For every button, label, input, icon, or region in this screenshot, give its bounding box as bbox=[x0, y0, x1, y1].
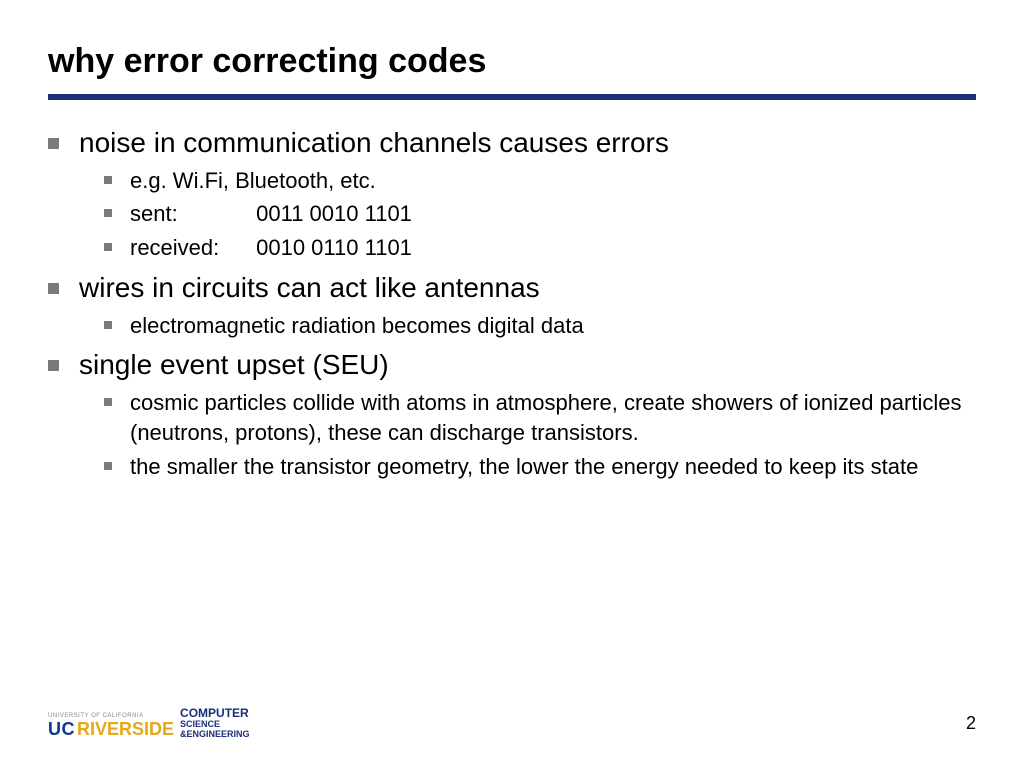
bullet-lv2: e.g. Wi.Fi, Bluetooth, etc. bbox=[104, 166, 976, 196]
dept-science: SCIENCE bbox=[180, 719, 220, 729]
brand-riverside: RIVERSIDE bbox=[77, 719, 174, 739]
kv-value: 0011 0010 1101 bbox=[256, 199, 412, 229]
square-bullet-icon bbox=[104, 176, 112, 184]
bullet-text: received: 0010 0110 1101 bbox=[130, 233, 412, 263]
brand-uc: UC bbox=[48, 719, 75, 739]
brand-logo: UNIVERSITY OF CALIFORNIA UCRIVERSIDE bbox=[48, 713, 174, 740]
bullet-lv2: received: 0010 0110 1101 bbox=[104, 233, 976, 263]
slide-content: noise in communication channels causes e… bbox=[48, 118, 976, 485]
bullet-text: electromagnetic radiation becomes digita… bbox=[130, 311, 584, 341]
brand-block: UNIVERSITY OF CALIFORNIA UCRIVERSIDE COM… bbox=[48, 707, 250, 740]
bullet-text: the smaller the transistor geometry, the… bbox=[130, 452, 918, 482]
kv-label: received: bbox=[130, 233, 250, 263]
square-bullet-icon bbox=[104, 209, 112, 217]
square-bullet-icon bbox=[48, 360, 59, 371]
slide-title: why error correcting codes bbox=[48, 42, 486, 81]
square-bullet-icon bbox=[104, 243, 112, 251]
bullet-lv1: single event upset (SEU) bbox=[48, 346, 976, 384]
square-bullet-icon bbox=[104, 462, 112, 470]
bullet-lv2: electromagnetic radiation becomes digita… bbox=[104, 311, 976, 341]
dept-line2: SCIENCE &ENGINEERING bbox=[180, 720, 250, 740]
square-bullet-icon bbox=[104, 398, 112, 406]
kv-value: 0010 0110 1101 bbox=[256, 233, 412, 263]
bullet-lv1: noise in communication channels causes e… bbox=[48, 124, 976, 162]
square-bullet-icon bbox=[48, 283, 59, 294]
bullet-lv1: wires in circuits can act like antennas bbox=[48, 269, 976, 307]
square-bullet-icon bbox=[104, 321, 112, 329]
dept-eng: &ENGINEERING bbox=[180, 729, 250, 739]
bullet-lv2: cosmic particles collide with atoms in a… bbox=[104, 388, 976, 447]
bullet-text: single event upset (SEU) bbox=[79, 346, 389, 384]
bullet-text: sent: 0011 0010 1101 bbox=[130, 199, 412, 229]
bullet-text: noise in communication channels causes e… bbox=[79, 124, 669, 162]
page-number: 2 bbox=[966, 713, 976, 734]
bullet-lv2: sent: 0011 0010 1101 bbox=[104, 199, 976, 229]
dept-block: COMPUTER SCIENCE &ENGINEERING bbox=[180, 707, 250, 740]
bullet-lv2: the smaller the transistor geometry, the… bbox=[104, 452, 976, 482]
slide-footer: UNIVERSITY OF CALIFORNIA UCRIVERSIDE COM… bbox=[48, 700, 976, 740]
slide: why error correcting codes noise in comm… bbox=[0, 0, 1024, 768]
kv-label: sent: bbox=[130, 199, 250, 229]
bullet-text: cosmic particles collide with atoms in a… bbox=[130, 388, 976, 447]
bullet-text: wires in circuits can act like antennas bbox=[79, 269, 540, 307]
square-bullet-icon bbox=[48, 138, 59, 149]
bullet-text: e.g. Wi.Fi, Bluetooth, etc. bbox=[130, 166, 376, 196]
title-rule bbox=[48, 94, 976, 100]
